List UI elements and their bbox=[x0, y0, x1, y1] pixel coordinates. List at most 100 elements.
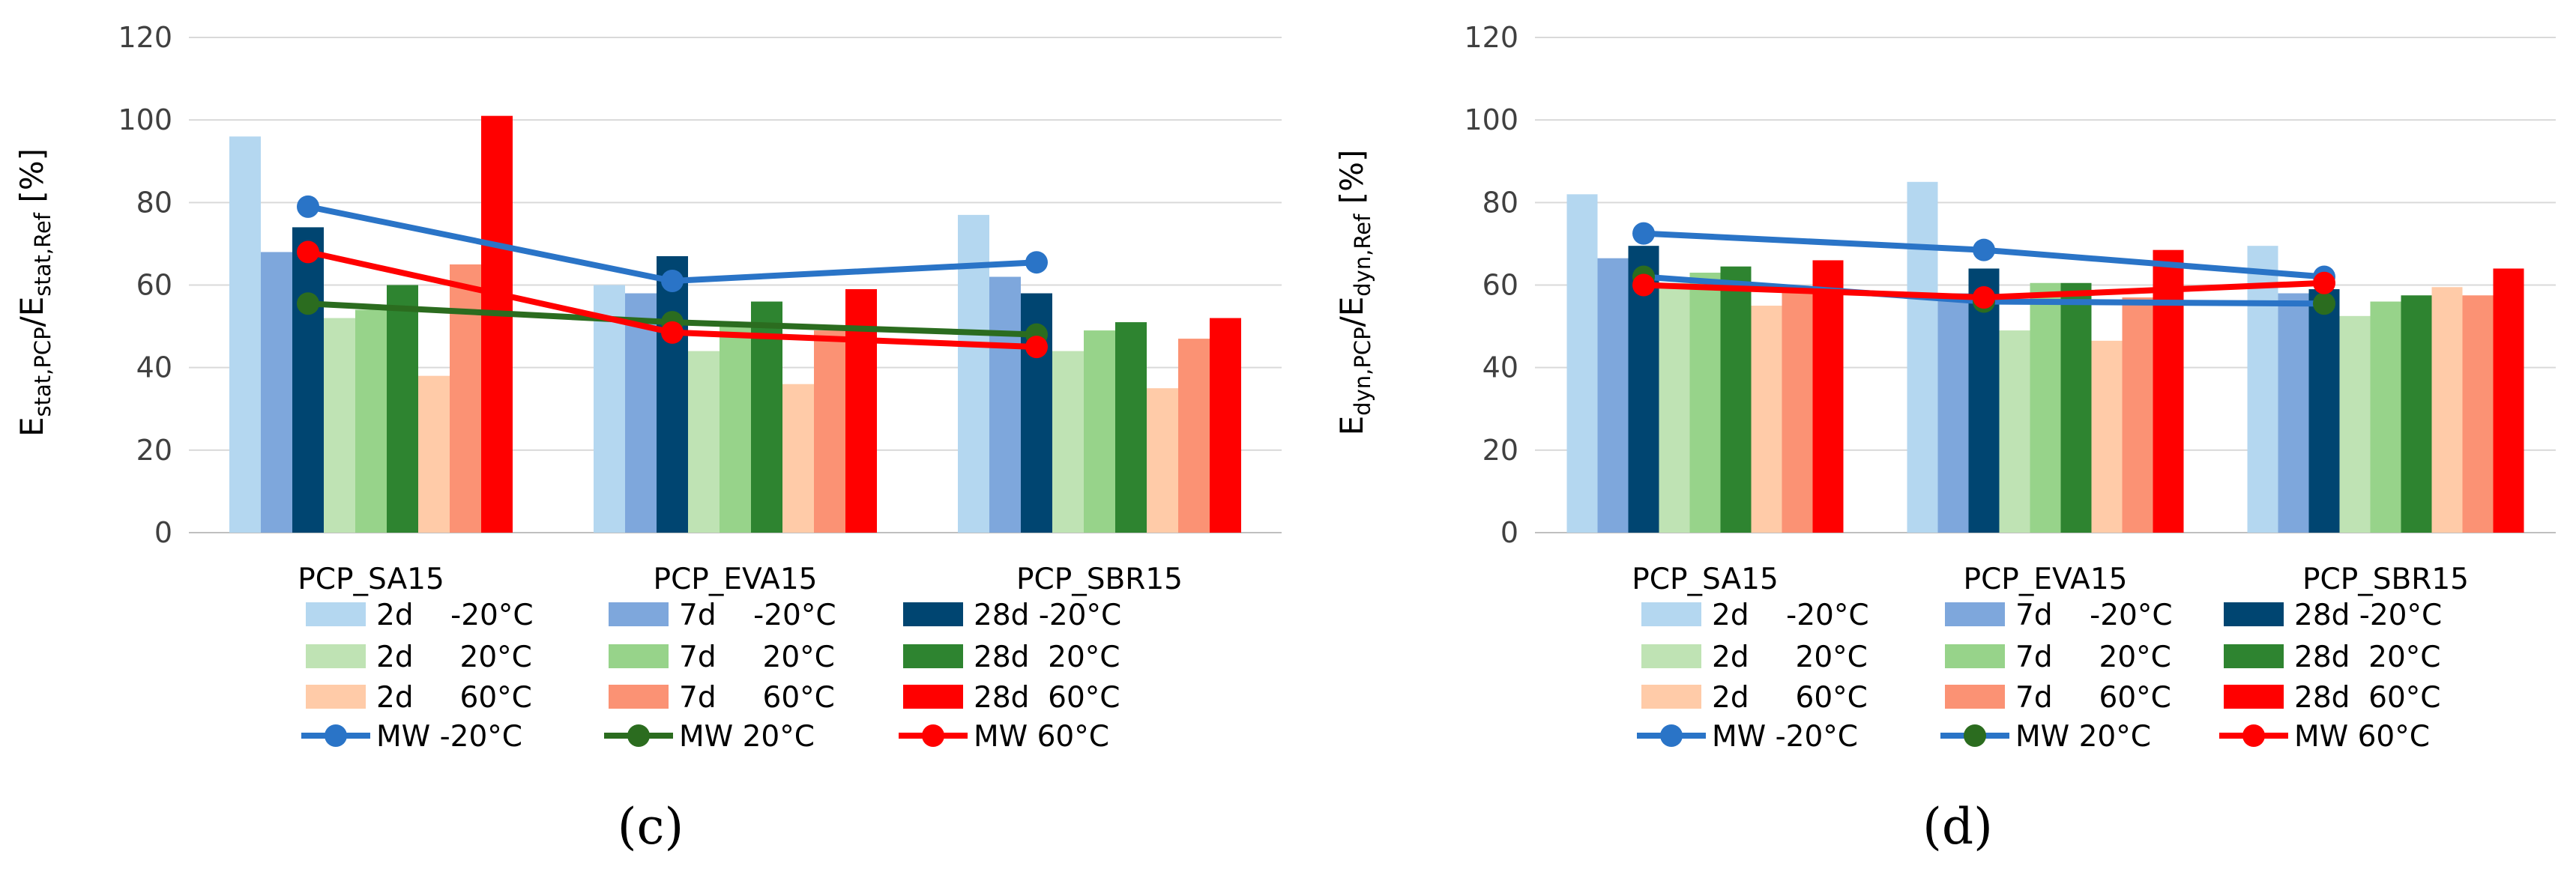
y-tick-label: 20 bbox=[136, 434, 172, 467]
y-axis-label-part: [%] bbox=[1333, 150, 1370, 214]
legend-marker bbox=[2242, 724, 2265, 747]
bar bbox=[688, 351, 720, 533]
bar bbox=[1597, 258, 1629, 533]
bar bbox=[625, 293, 657, 533]
bar bbox=[387, 285, 418, 533]
legend-swatch bbox=[2224, 602, 2284, 626]
series-lines bbox=[1632, 222, 2335, 315]
line-marker bbox=[661, 321, 684, 344]
legend: 2d -20°C 7d -20°C 28d -20°C 2d 20°C 7d 20°C 2… bbox=[1637, 599, 2442, 754]
legend-label: 28d 60°C bbox=[2294, 681, 2441, 715]
legend-label: 2d -20°C bbox=[376, 599, 534, 632]
line-marker bbox=[1973, 238, 1995, 261]
bar bbox=[1999, 330, 2030, 533]
line-marker bbox=[661, 269, 684, 292]
bar bbox=[2278, 293, 2309, 533]
bar bbox=[1689, 272, 1721, 533]
bar bbox=[292, 227, 324, 533]
bar bbox=[1210, 318, 1241, 533]
x-tick-label: PCP_SA15 bbox=[298, 563, 444, 596]
panel-label: (c) bbox=[618, 798, 684, 856]
legend-label: MW 60°C bbox=[974, 720, 1109, 754]
x-tick-label: PCP_EVA15 bbox=[1964, 563, 2128, 596]
y-axis-label-part: /E bbox=[13, 297, 50, 327]
y-axis-label-part: [%] bbox=[13, 148, 50, 213]
y-axis-label-subscript: dyn,Ref bbox=[1350, 214, 1375, 297]
bar bbox=[229, 136, 261, 533]
panel-label: (d) bbox=[1922, 798, 1993, 856]
legend-label: 7d 60°C bbox=[679, 681, 835, 715]
y-tick-label: 100 bbox=[118, 103, 172, 136]
y-tick-label: 40 bbox=[136, 351, 172, 384]
bar bbox=[450, 264, 481, 533]
legend-swatch bbox=[306, 602, 366, 626]
legend-swatch bbox=[1945, 602, 2005, 626]
line-marker bbox=[297, 240, 319, 264]
legend-label: MW 20°C bbox=[679, 720, 815, 754]
legend-swatch bbox=[1641, 602, 1701, 626]
line-marker bbox=[1632, 222, 1655, 245]
legend-marker bbox=[325, 724, 347, 747]
line-marker bbox=[1025, 251, 1048, 274]
y-tick-label: 60 bbox=[136, 269, 172, 302]
y-axis-label-subscript: stat,PCP bbox=[30, 327, 55, 417]
bar bbox=[1659, 282, 1690, 533]
legend-label: MW 60°C bbox=[2294, 720, 2430, 754]
legend-swatch bbox=[903, 644, 963, 668]
legend-label: 7d 60°C bbox=[2015, 681, 2171, 715]
line-marker bbox=[297, 292, 319, 315]
bar bbox=[2308, 289, 2340, 533]
line-marker bbox=[297, 195, 319, 218]
bar bbox=[1084, 330, 1115, 533]
legend-label: 2d 20°C bbox=[376, 641, 532, 674]
legend-marker bbox=[922, 724, 944, 747]
legend-swatch bbox=[609, 685, 669, 709]
legend: 2d -20°C 7d -20°C 28d -20°C 2d 20°C 7d 20°C 2… bbox=[301, 599, 1121, 754]
bar bbox=[2431, 287, 2463, 533]
bar bbox=[2339, 315, 2371, 533]
legend-label: 2d 20°C bbox=[1712, 641, 1868, 674]
line-marker bbox=[1025, 336, 1048, 359]
bar bbox=[1751, 306, 1782, 533]
bar bbox=[1052, 351, 1084, 533]
y-tick-label: 80 bbox=[136, 186, 172, 219]
legend-marker bbox=[1964, 724, 1986, 747]
y-tick-label: 80 bbox=[1482, 186, 1518, 219]
y-tick-label: 0 bbox=[154, 516, 172, 549]
y-axis-label: Edyn,PCP/Edyn,Ref [%] bbox=[1333, 150, 1375, 436]
chart-panel-d: 0 20 40 60 80 100 120 PCP_SA15 PCP_EVA15 PCP_SBR1… bbox=[1333, 21, 2556, 856]
legend-swatch bbox=[2224, 685, 2284, 709]
y-axis-label-part: E bbox=[13, 417, 50, 437]
legend-label: 28d 20°C bbox=[974, 641, 1120, 674]
legend-label: 28d -20°C bbox=[2294, 599, 2442, 632]
legend-swatch bbox=[306, 685, 366, 709]
line-marker bbox=[2313, 271, 2335, 294]
series-lines bbox=[297, 195, 1048, 359]
legend-label: 2d 60°C bbox=[1712, 681, 1868, 715]
chart-panel-c: 0 20 40 60 80 100 120 PCP_SA15 PCP_EVA15 PCP_SBR1… bbox=[13, 21, 1282, 856]
y-tick-label: 20 bbox=[1482, 434, 1518, 467]
legend-marker bbox=[627, 724, 650, 747]
y-axis-label-part: /E bbox=[1333, 297, 1370, 327]
legend-swatch bbox=[609, 602, 669, 626]
bar bbox=[2030, 282, 2061, 533]
x-tick-label: PCP_SBR15 bbox=[2302, 563, 2469, 596]
legend-marker bbox=[1660, 724, 1683, 747]
x-tick-label: PCP_SBR15 bbox=[1016, 563, 1183, 596]
bar bbox=[594, 285, 625, 533]
legend-label: 28d 20°C bbox=[2294, 641, 2441, 674]
line-marker bbox=[1632, 273, 1655, 297]
y-tick-label: 120 bbox=[1464, 21, 1518, 54]
bar bbox=[720, 326, 751, 533]
line-marker bbox=[2313, 292, 2335, 315]
bar bbox=[324, 318, 355, 533]
bar bbox=[2153, 249, 2184, 533]
bar bbox=[751, 301, 782, 533]
bar bbox=[989, 276, 1021, 533]
bar bbox=[2122, 297, 2153, 533]
legend-label: 28d 60°C bbox=[974, 681, 1120, 715]
bar bbox=[657, 255, 688, 533]
bar bbox=[2091, 340, 2123, 533]
bar bbox=[2247, 246, 2278, 533]
